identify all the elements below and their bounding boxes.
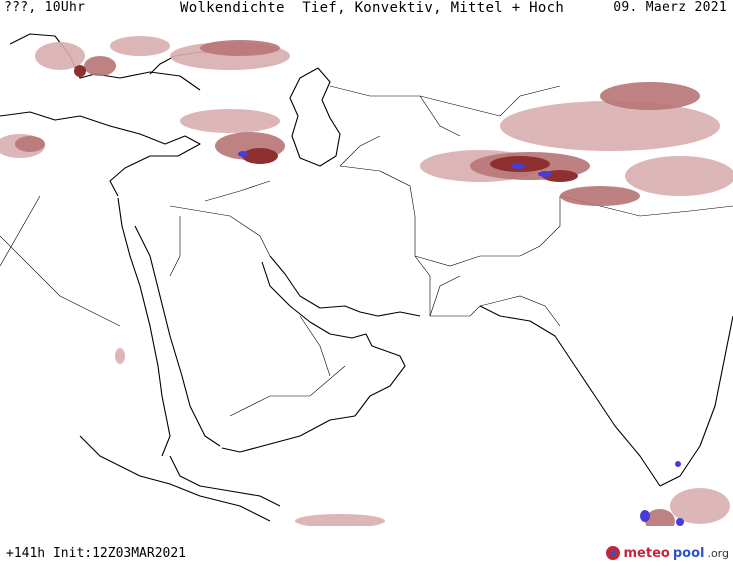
brand-text-pool: pool (672, 545, 705, 561)
brand-text-meteo: meteo (623, 545, 670, 561)
cloud-cover-low (0, 36, 733, 526)
forecast-date: 09. Maerz 2021 (613, 0, 727, 15)
run-info: +141h Init:12Z03MAR2021 (6, 546, 187, 561)
coastlines (0, 33, 733, 522)
brand-logo[interactable]: meteo pool .org (605, 545, 729, 561)
forecast-time-label: ???, 10Uhr (4, 0, 86, 15)
meteopool-logo-icon (605, 546, 620, 560)
country-borders (0, 85, 733, 417)
brand-text-org: .org (707, 546, 729, 560)
map-title: Wolkendichte Tief, Konvektiv, Mittel + H… (180, 0, 565, 16)
convective-cells (238, 151, 684, 526)
cloud-cover-map (0, 33, 733, 526)
